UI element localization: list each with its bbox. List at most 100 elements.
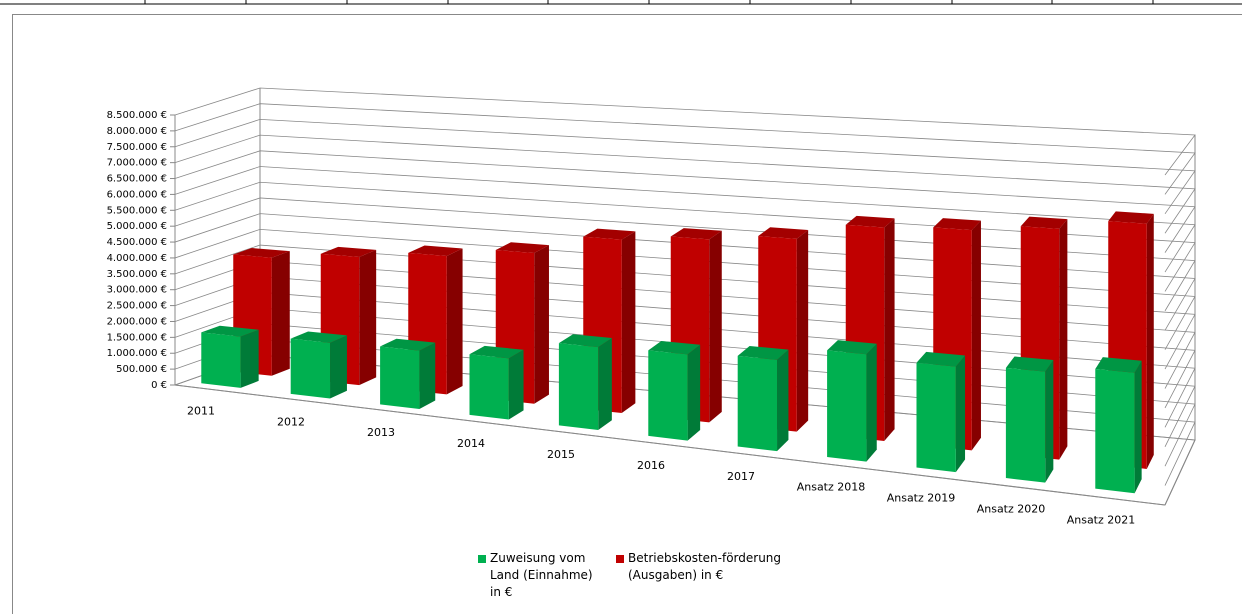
bar-side — [1146, 213, 1154, 469]
legend-label: Betriebskosten-förderung (Ausgaben) in € — [628, 551, 782, 582]
bar-top — [583, 228, 636, 240]
bar-front — [201, 332, 241, 388]
bar-top — [469, 345, 524, 359]
y-tick-label: 0 € — [151, 380, 167, 391]
x-tick-label: Ansatz 2020 — [977, 503, 1046, 516]
y-tick-label: 500.000 € — [116, 364, 167, 375]
grid-line — [174, 228, 1196, 350]
bar-side — [359, 249, 377, 386]
grid-line — [174, 213, 1196, 331]
bar-side — [598, 338, 612, 431]
bar-side — [419, 342, 436, 409]
bar-side — [1134, 360, 1142, 494]
grid-line — [174, 103, 1196, 195]
x-tick-label: Ansatz 2018 — [797, 481, 866, 494]
bar-top — [827, 340, 877, 355]
bar-side — [971, 220, 981, 451]
grid-line — [174, 307, 1196, 447]
bar-top — [670, 228, 722, 240]
bar-top — [1020, 216, 1068, 229]
bar-top — [758, 227, 809, 239]
x-axis — [174, 384, 1166, 506]
bar-front — [916, 362, 956, 473]
x-tick-label: 2014 — [457, 437, 485, 450]
y-tick-label: 1.000.000 € — [107, 348, 167, 359]
legend-item: Zuweisung vom Land (Einnahme) in € — [478, 550, 600, 601]
grid-line — [174, 260, 1196, 389]
bar-top — [290, 331, 347, 343]
bar-side — [621, 231, 636, 414]
bar-side — [777, 349, 789, 452]
bar-front — [1095, 368, 1135, 494]
grid-line — [174, 244, 1196, 370]
bar-side — [796, 229, 809, 432]
bar-side — [534, 245, 549, 404]
x-tick-label: 2013 — [367, 426, 395, 439]
y-tick-label: 4.000.000 € — [107, 253, 167, 264]
bar-top — [737, 345, 789, 360]
y-tick-label: 5.000.000 € — [107, 221, 167, 232]
bar-top — [1005, 356, 1054, 372]
bar-top — [320, 246, 377, 257]
x-tick-label: 2016 — [637, 459, 665, 472]
bar-side — [446, 248, 463, 395]
x-tick-label: 2012 — [277, 415, 305, 428]
y-tick-label: 4.500.000 € — [107, 237, 167, 248]
grid-line — [174, 119, 1196, 215]
x-tick-label: 2017 — [727, 470, 755, 483]
x-tick-label: Ansatz 2019 — [887, 492, 956, 505]
bar-front — [827, 350, 867, 462]
bar-top — [648, 341, 701, 355]
bar-front — [648, 350, 688, 441]
wall-edge — [1164, 439, 1196, 506]
grid-line — [174, 166, 1196, 273]
bar-top — [845, 215, 895, 228]
y-tick-label: 3.500.000 € — [107, 269, 167, 280]
bar-top — [201, 325, 259, 337]
grid-line — [174, 197, 1196, 312]
sheet-grid — [0, 0, 1242, 5]
bar-side — [1045, 360, 1054, 483]
bar-front — [469, 354, 509, 420]
bar-top — [916, 351, 966, 367]
bar-top — [1108, 211, 1154, 224]
y-tick-label: 6.000.000 € — [107, 189, 167, 200]
y-tick-label: 6.500.000 € — [107, 174, 167, 185]
legend-label: Zuweisung vom Land (Einnahme) in € — [490, 551, 593, 599]
legend-item: Betriebskosten-förderung (Ausgaben) in € — [616, 550, 818, 584]
x-tick-label: 2011 — [187, 404, 215, 417]
bar-top — [380, 338, 436, 351]
legend-swatch — [478, 555, 486, 563]
bar-side — [955, 355, 966, 473]
bar-top — [1095, 357, 1142, 373]
bar-side — [687, 344, 701, 441]
bar-front — [380, 346, 420, 409]
grid-line — [174, 134, 1196, 234]
bar-top — [558, 334, 612, 348]
y-tick-label: 2.000.000 € — [107, 316, 167, 327]
bar-top — [495, 242, 549, 254]
bar-side — [1059, 219, 1068, 460]
grid-line — [174, 276, 1196, 409]
bar-top — [233, 248, 290, 258]
y-tick-label: 5.500.000 € — [107, 205, 167, 216]
bar-side — [508, 349, 524, 420]
grid-line — [174, 291, 1196, 428]
chart-border — [12, 14, 1242, 614]
bar-front — [1005, 367, 1046, 483]
bar-side — [866, 343, 877, 462]
bar-front — [558, 343, 599, 431]
grid-line — [174, 150, 1196, 253]
y-tick-label: 1.500.000 € — [107, 332, 167, 343]
y-tick-label: 3.000.000 € — [107, 285, 167, 296]
bar-front — [737, 355, 778, 452]
y-tick-label: 8.500.000 € — [107, 110, 167, 121]
bar-side — [330, 335, 347, 399]
grid-line — [174, 87, 1196, 176]
bar-front — [290, 338, 331, 399]
x-tick-label: 2015 — [547, 448, 575, 461]
y-tick-label: 7.500.000 € — [107, 142, 167, 153]
grid-line — [174, 181, 1196, 292]
